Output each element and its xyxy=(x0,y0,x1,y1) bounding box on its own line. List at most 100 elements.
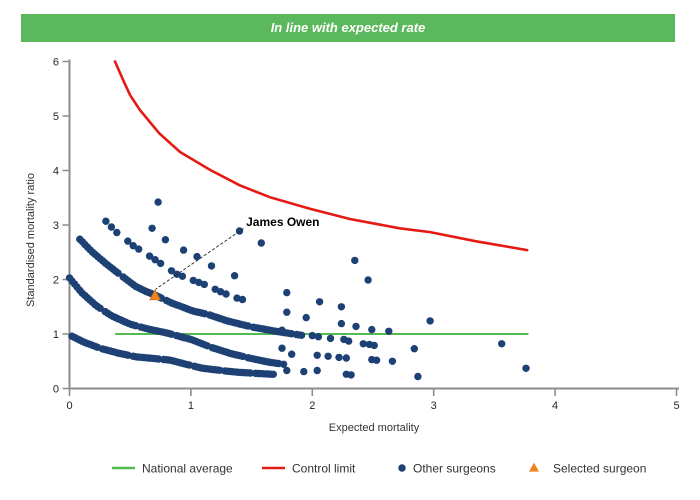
other-surgeon-dot[interactable] xyxy=(498,340,506,348)
other-surgeon-dot[interactable] xyxy=(135,245,143,253)
other-surgeon-dot[interactable] xyxy=(129,242,137,250)
legend-label: Other surgeons xyxy=(413,462,496,476)
other-surgeon-dot[interactable] xyxy=(114,269,122,277)
other-surgeon-dot[interactable] xyxy=(151,256,159,264)
y-tick-label: 2 xyxy=(53,275,59,287)
other-surgeon-dot[interactable] xyxy=(193,252,201,261)
other-surgeon-dot[interactable] xyxy=(335,353,343,362)
y-tick-label: 0 xyxy=(53,384,59,396)
y-tick-label: 5 xyxy=(53,111,59,123)
legend-item-other-surgeons: Other surgeons xyxy=(398,462,496,476)
other-surgeon-dot[interactable] xyxy=(314,333,323,341)
other-surgeon-dot[interactable] xyxy=(161,236,170,244)
other-surgeon-dot[interactable] xyxy=(283,288,291,297)
other-surgeon-dot[interactable] xyxy=(178,272,187,280)
other-surgeon-dot[interactable] xyxy=(124,237,132,245)
annotation-label: James Owen xyxy=(246,215,319,229)
selected-surgeon-triangle-swatch xyxy=(529,462,539,472)
y-axis-title: Standardised mortality ratio xyxy=(25,173,37,307)
other-surgeon-dot[interactable] xyxy=(269,370,277,378)
other-surgeon-dot[interactable] xyxy=(359,340,367,348)
other-surgeon-dot[interactable] xyxy=(342,354,350,362)
other-surgeon-dot[interactable] xyxy=(278,344,286,352)
other-surgeon-dot[interactable] xyxy=(238,295,247,304)
other-surgeon-dot[interactable] xyxy=(522,364,530,372)
x-tick-label: 5 xyxy=(673,400,679,412)
other-surgeon-dot[interactable] xyxy=(297,331,306,339)
chart-legend: National average Control limit Other sur… xyxy=(112,462,646,476)
other-surgeons-dot-swatch xyxy=(398,464,406,472)
other-surgeon-dot[interactable] xyxy=(278,326,286,334)
legend-item-control-limit: Control limit xyxy=(262,462,356,476)
legend-label: Selected surgeon xyxy=(553,462,646,476)
x-axis-ticks xyxy=(68,388,678,396)
other-surgeon-dot[interactable] xyxy=(257,239,265,247)
other-surgeon-dot[interactable] xyxy=(154,198,162,206)
other-surgeon-dot[interactable] xyxy=(337,303,346,311)
other-surgeon-dot[interactable] xyxy=(370,341,378,350)
legend-label: National average xyxy=(142,462,233,476)
x-tick-label: 0 xyxy=(66,400,72,412)
other-surgeon-dot[interactable] xyxy=(279,360,288,368)
other-surgeon-dot[interactable] xyxy=(372,356,381,364)
x-tick-label: 2 xyxy=(309,400,315,412)
other-surgeon-dot[interactable] xyxy=(308,331,316,340)
y-tick-label: 4 xyxy=(53,166,59,178)
legend-label: Control limit xyxy=(292,462,356,476)
other-surgeon-dot[interactable] xyxy=(207,262,216,270)
y-tick-label: 6 xyxy=(53,57,59,69)
other-surgeon-dot[interactable] xyxy=(352,322,360,331)
other-surgeon-dot[interactable] xyxy=(315,298,324,306)
y-axis-ticks xyxy=(62,60,70,390)
other-surgeon-dot[interactable] xyxy=(345,337,353,345)
other-surgeon-dot[interactable] xyxy=(235,227,244,235)
selected-surgeon-annotation: James Owen xyxy=(155,214,321,290)
status-banner: In line with expected rate xyxy=(21,14,675,42)
other-surgeon-dot[interactable] xyxy=(148,224,156,232)
other-surgeon-dot[interactable] xyxy=(302,313,310,322)
other-surgeon-dot[interactable] xyxy=(414,372,422,381)
plot-marks xyxy=(65,60,530,381)
other-surgeon-dot[interactable] xyxy=(230,272,239,280)
other-surgeon-dot[interactable] xyxy=(179,246,188,254)
legend-item-national-average: National average xyxy=(112,462,233,476)
x-tick-label: 1 xyxy=(188,400,194,412)
x-tick-label: 3 xyxy=(431,400,437,412)
y-tick-label: 3 xyxy=(53,220,59,232)
x-axis-title: Expected mortality xyxy=(329,422,420,434)
other-surgeon-dot[interactable] xyxy=(145,252,154,260)
x-tick-labels: 0 1 2 3 4 5 xyxy=(66,400,679,412)
other-surgeon-dot[interactable] xyxy=(102,217,110,225)
other-surgeon-dot[interactable] xyxy=(107,223,116,231)
legend-item-selected-surgeon: Selected surgeon xyxy=(529,462,646,476)
other-surgeon-dot[interactable] xyxy=(283,366,291,375)
other-surgeon-dot[interactable] xyxy=(200,280,208,289)
selected-surgeon-marker[interactable] xyxy=(149,289,161,301)
y-tick-labels: 0 1 2 3 4 5 6 xyxy=(53,57,59,396)
other-surgeon-dot[interactable] xyxy=(426,317,434,325)
other-surgeon-dot[interactable] xyxy=(388,357,397,365)
other-surgeon-dot[interactable] xyxy=(364,276,372,284)
other-surgeon-dot[interactable] xyxy=(113,228,121,237)
status-banner-text: In line with expected rate xyxy=(270,20,426,35)
other-surgeon-dot[interactable] xyxy=(313,351,321,359)
other-surgeon-dot[interactable] xyxy=(300,367,308,376)
other-surgeon-dot[interactable] xyxy=(368,325,376,334)
other-surgeon-dot[interactable] xyxy=(326,334,335,343)
other-surgeon-dot[interactable] xyxy=(337,319,346,328)
other-surgeon-dot[interactable] xyxy=(410,345,418,353)
other-surgeon-dot[interactable] xyxy=(351,256,359,265)
annotation-connector-line xyxy=(155,228,244,290)
other-surgeon-dot[interactable] xyxy=(167,267,176,275)
other-surgeon-dot[interactable] xyxy=(222,290,230,298)
other-surgeon-dot[interactable] xyxy=(347,371,355,379)
other-surgeon-dot[interactable] xyxy=(324,352,332,360)
other-surgeon-dot[interactable] xyxy=(156,259,165,268)
x-tick-label: 4 xyxy=(552,400,558,412)
other-surgeon-dot[interactable] xyxy=(313,366,321,375)
other-surgeon-dot[interactable] xyxy=(283,308,291,316)
other-surgeon-dot[interactable] xyxy=(288,350,296,358)
other-surgeon-dot[interactable] xyxy=(385,327,393,335)
